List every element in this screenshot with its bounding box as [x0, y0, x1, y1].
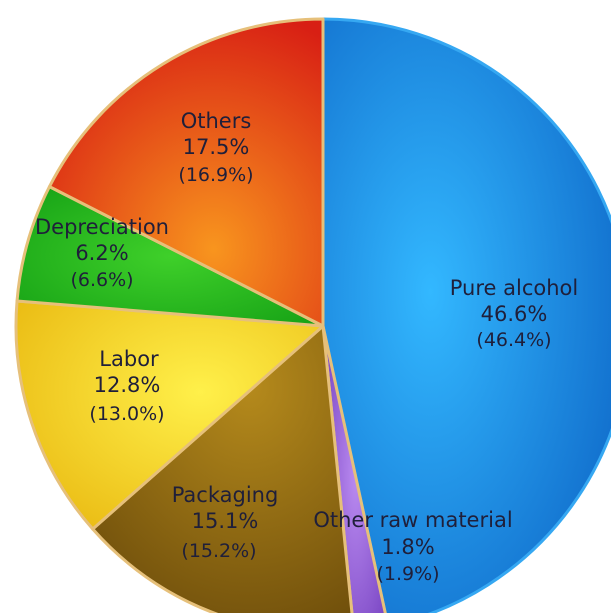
- label-packaging: Packaging: [172, 483, 279, 507]
- secondary-other-raw-material: (1.9%): [376, 563, 439, 585]
- slice-labor: [14, 299, 325, 531]
- secondary-pure-alcohol: (46.4%): [476, 329, 551, 351]
- value-others: 17.5%: [183, 135, 250, 159]
- label-labor: Labor: [99, 347, 159, 371]
- label-others: Others: [181, 109, 252, 133]
- label-other-raw-material: Other raw material: [313, 508, 512, 532]
- label-depreciation: Depreciation: [35, 215, 169, 239]
- pie-slices: [14, 17, 611, 613]
- value-pure-alcohol: 46.6%: [481, 302, 548, 326]
- value-other-raw-material: 1.8%: [381, 535, 434, 559]
- slice-packaging: [91, 324, 354, 613]
- secondary-depreciation: (6.6%): [70, 269, 133, 291]
- secondary-packaging: (15.2%): [181, 540, 256, 562]
- slice-pure-alcohol: [321, 17, 611, 613]
- slice-depreciation: [15, 185, 325, 328]
- secondary-labor: (13.0%): [89, 403, 164, 425]
- slice-labels: Pure alcohol 46.6% (46.4%) Other raw mat…: [35, 109, 578, 585]
- slice-others: [47, 17, 325, 328]
- secondary-others: (16.9%): [178, 164, 253, 186]
- value-labor: 12.8%: [94, 373, 161, 397]
- value-packaging: 15.1%: [192, 509, 259, 533]
- slice-other-raw-material: [321, 324, 387, 613]
- label-pure-alcohol: Pure alcohol: [450, 276, 578, 300]
- value-depreciation: 6.2%: [75, 241, 128, 265]
